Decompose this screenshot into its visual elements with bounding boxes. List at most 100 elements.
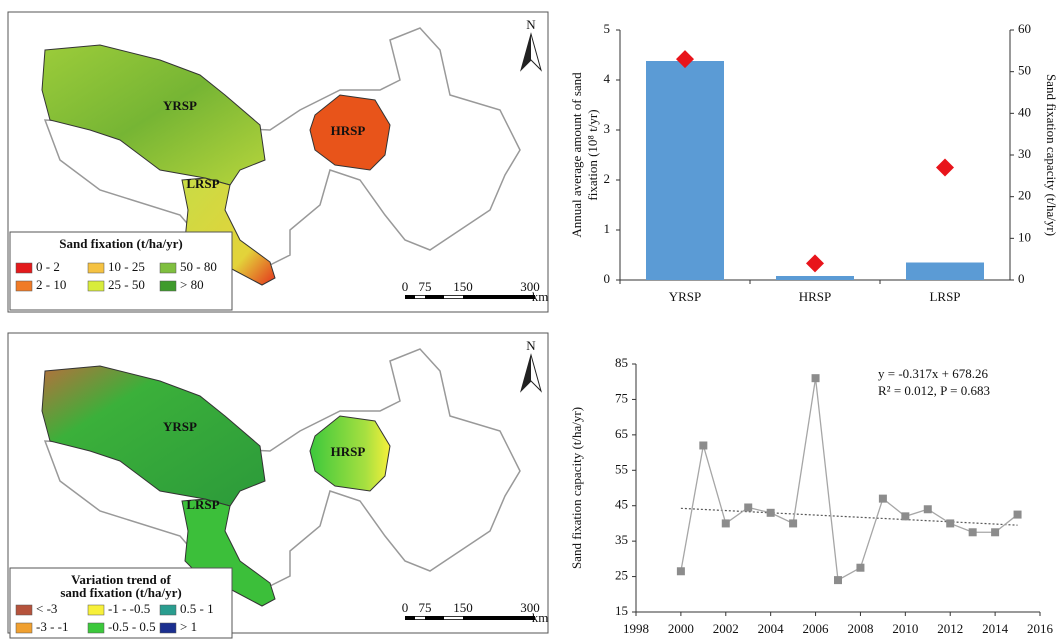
bar (776, 276, 854, 280)
data-marker (946, 519, 955, 528)
legend-swatch (15, 280, 33, 292)
north-label: N (526, 17, 536, 32)
data-marker (1013, 510, 1022, 519)
y-axis-label: Annual average amount of sand (569, 72, 584, 238)
x-tick-label: 2008 (847, 621, 873, 636)
legend-swatch (87, 280, 105, 292)
data-line (680, 378, 1018, 582)
legend-label: -0.5 - 0.5 (108, 619, 156, 634)
x-tick-label: 2010 (892, 621, 918, 636)
data-marker (676, 50, 694, 69)
y-tick-label: 2 (604, 171, 611, 186)
x-tick-label: HRSP (799, 289, 832, 304)
legend-label: 0 - 2 (36, 259, 60, 274)
scale-bar-seg (415, 616, 425, 620)
legend-label: 10 - 25 (108, 259, 145, 274)
legend-label: -1 - -0.5 (108, 601, 150, 616)
trend-line (680, 507, 1018, 526)
data-marker (789, 519, 798, 528)
region-label: YRSP (163, 419, 197, 434)
data-marker (811, 374, 820, 383)
x-tick-label: LRSP (929, 289, 960, 304)
region-label: LRSP (186, 497, 219, 512)
x-tick-label: 1998 (623, 621, 649, 636)
legend-label: 2 - 10 (36, 277, 66, 292)
data-marker (806, 254, 824, 273)
y-tick-label: 0 (604, 271, 611, 286)
y2-tick-label: 30 (1018, 146, 1031, 161)
region-shape (181, 498, 276, 607)
region-shape (309, 415, 391, 492)
y-tick-label: 25 (615, 568, 628, 583)
north-label: N (526, 338, 536, 353)
scale-bar (405, 295, 535, 299)
y2-tick-label: 60 (1018, 21, 1031, 36)
legend-label: > 80 (180, 277, 204, 292)
scale-label: 75 (419, 279, 432, 294)
scale-label: 150 (453, 600, 473, 615)
region-label: HRSP (331, 444, 366, 459)
region-label: YRSP (163, 98, 197, 113)
legend-box (9, 567, 233, 639)
scale-bar (405, 616, 535, 620)
legend-swatch (159, 622, 177, 634)
legend-title: Variation trend of (71, 572, 171, 587)
x-tick-label: 2016 (1027, 621, 1054, 636)
region-label: LRSP (186, 176, 219, 191)
scale-bar-seg (444, 616, 463, 620)
scale-unit: km (532, 610, 549, 625)
region-label: HRSP (331, 123, 366, 138)
y-axis-label: Sand fixation capacity (t/ha/yr) (569, 407, 584, 569)
scale-label: 150 (453, 279, 473, 294)
legend-title: Sand fixation (t/ha/yr) (59, 236, 183, 251)
y-axis-label: fixation (10⁸ t/yr) (585, 109, 600, 200)
x-tick-label: 2000 (668, 621, 694, 636)
legend-swatch (159, 604, 177, 616)
legend-title: sand fixation (t/ha/yr) (60, 585, 181, 600)
scale-bar-seg (415, 295, 425, 299)
annotation: y = -0.317x + 678.26 (878, 366, 988, 381)
legend-label: 25 - 50 (108, 277, 145, 292)
data-marker (744, 503, 753, 512)
legend-box (9, 231, 233, 311)
data-marker (991, 528, 1000, 537)
data-marker (676, 567, 685, 576)
legend-label: 50 - 80 (180, 259, 217, 274)
legend-swatch (159, 262, 177, 274)
x-tick-label: YRSP (669, 289, 702, 304)
bar (646, 61, 724, 280)
data-marker (721, 519, 730, 528)
legend-label: 0.5 - 1 (180, 601, 214, 616)
y2-tick-label: 40 (1018, 104, 1031, 119)
scale-label: 75 (419, 600, 432, 615)
x-tick-label: 2002 (713, 621, 739, 636)
legend-label: > 1 (180, 619, 197, 634)
scale-unit: km (532, 289, 549, 304)
data-marker (936, 158, 954, 177)
scale-bar-seg (444, 295, 463, 299)
bar (906, 262, 984, 280)
x-tick-label: 2004 (758, 621, 785, 636)
data-marker (766, 508, 775, 517)
y-tick-label: 4 (604, 71, 611, 86)
annotation: R² = 0.012, P = 0.683 (878, 383, 990, 398)
y-tick-label: 65 (615, 426, 628, 441)
x-tick-label: 2014 (982, 621, 1009, 636)
scale-label: 300 (520, 279, 540, 294)
region-shape (309, 94, 391, 171)
y-tick-label: 15 (615, 603, 628, 618)
legend-swatch (159, 280, 177, 292)
y-tick-label: 1 (604, 221, 611, 236)
north-arrow-half (521, 355, 531, 391)
x-tick-label: 2012 (937, 621, 963, 636)
data-marker (923, 505, 932, 514)
y2-axis-label: Sand fixation capacity (t/ha/yr) (1044, 74, 1059, 236)
legend-swatch (15, 262, 33, 274)
scale-label: 0 (402, 600, 409, 615)
legend-swatch (87, 604, 105, 616)
data-marker (856, 563, 865, 572)
legend-swatch (15, 604, 33, 616)
